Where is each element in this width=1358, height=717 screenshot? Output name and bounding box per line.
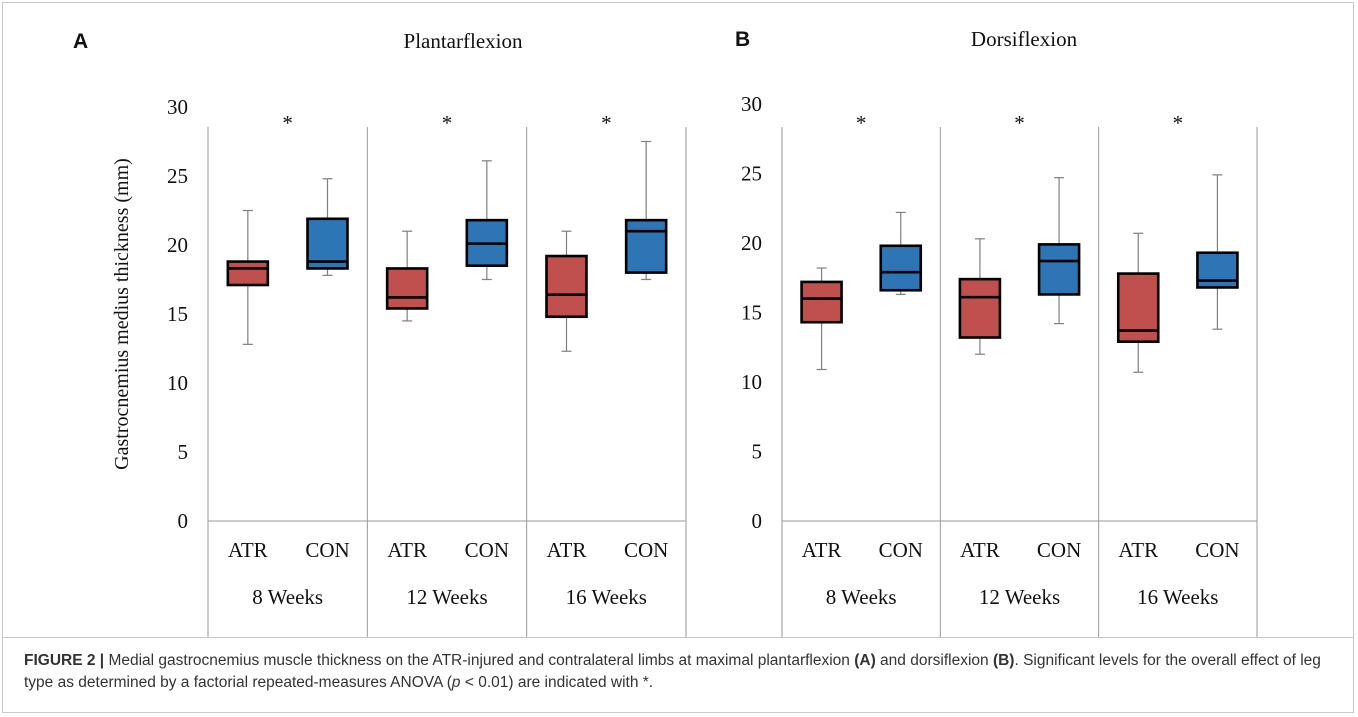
y-tick-label: 25 [167, 164, 188, 188]
significance-marker: * [1173, 111, 1184, 135]
caption-text-2: and dorsiflexion [875, 652, 993, 669]
category-label: CON [465, 538, 509, 562]
significance-marker: * [282, 111, 293, 135]
y-tick-label: 5 [178, 440, 189, 464]
y-axis-label: Gastrocnemius medius thickness (mm) [111, 158, 133, 470]
iqr-box [306, 217, 349, 270]
box-con [1037, 177, 1081, 325]
iqr-box [879, 244, 923, 292]
box-atr [545, 230, 588, 352]
category-label: CON [1037, 538, 1081, 562]
y-tick-label: 20 [741, 231, 762, 255]
iqr-box [385, 267, 429, 310]
box-atr [226, 209, 270, 345]
box-atr [958, 238, 1002, 355]
box-con [624, 140, 668, 281]
y-tick-label: 20 [167, 233, 188, 257]
caption-text-4: < 0.01) are indicated with *. [460, 674, 654, 691]
group-label: 16 Weeks [566, 585, 647, 609]
group-label: 12 Weeks [406, 585, 487, 609]
category-label: CON [879, 538, 923, 562]
box-con [306, 178, 349, 276]
significance-marker: * [442, 111, 453, 135]
y-tick-label: 0 [752, 509, 763, 533]
group-label: 8 Weeks [252, 585, 323, 609]
iqr-box [800, 280, 843, 324]
y-tick-label: 5 [752, 440, 763, 464]
chart-panel-a: A Plantarflexion 0 5 10 15 20 25 30 Gastrocnemius… [73, 29, 687, 637]
group-label: 12 Weeks [979, 585, 1060, 609]
category-label: ATR [802, 538, 842, 562]
y-tick-label: 10 [167, 371, 188, 395]
y-tick-label: 0 [178, 509, 189, 533]
group-label: 16 Weeks [1137, 585, 1218, 609]
category-label: ATR [228, 538, 268, 562]
iqr-box [958, 277, 1002, 339]
caption-p-symbol: p [451, 674, 461, 691]
caption-figure-label: FIGURE 2 | [24, 652, 105, 669]
y-tick-label: 30 [167, 95, 188, 119]
iqr-box [545, 254, 588, 319]
box-atr [800, 267, 843, 371]
category-label: CON [624, 538, 668, 562]
category-label: CON [1195, 538, 1239, 562]
chart-panel-b: B Dorsiflexion 0 5 10 15 20 25 30 8 Weeks * ATR CON 1… [735, 27, 1258, 637]
significance-marker: * [856, 111, 867, 135]
iqr-box [624, 218, 668, 274]
y-tick-label: 30 [741, 92, 762, 116]
y-tick-label: 15 [167, 302, 188, 326]
figure-caption: FIGURE 2 | Medial gastrocnemius muscle t… [24, 650, 1334, 694]
y-tick-label: 10 [741, 370, 762, 394]
box-atr [385, 230, 429, 322]
y-tick-label: 15 [741, 301, 762, 325]
iqr-box [1037, 243, 1081, 296]
box-con [465, 160, 509, 281]
chart-title: Dorsiflexion [971, 27, 1078, 51]
caption-divider [2, 637, 1354, 638]
box-atr [1116, 232, 1160, 373]
category-label: ATR [387, 538, 427, 562]
panel-label: B [735, 28, 750, 51]
box-con [879, 211, 923, 296]
iqr-box [1196, 251, 1239, 289]
category-label: CON [305, 538, 349, 562]
group-label: 8 Weeks [826, 585, 897, 609]
caption-text-1: Medial gastrocnemius muscle thickness on… [104, 652, 855, 669]
category-label: ATR [1118, 538, 1158, 562]
caption-ref-a: (A) [854, 652, 876, 669]
iqr-box [226, 260, 270, 287]
category-label: ATR [547, 538, 587, 562]
significance-marker: * [601, 111, 612, 135]
panel-label: A [73, 30, 88, 53]
category-label: ATR [960, 538, 1000, 562]
significance-marker: * [1014, 111, 1025, 135]
chart-title: Plantarflexion [404, 29, 523, 53]
y-tick-label: 25 [741, 162, 762, 186]
box-con [1196, 174, 1239, 330]
figure-plots: A Plantarflexion 0 5 10 15 20 25 30 Gastrocnemius… [73, 27, 1258, 637]
caption-text-3: . Significant levels for the overall eff… [24, 652, 1321, 691]
caption-ref-b: (B) [992, 652, 1015, 669]
